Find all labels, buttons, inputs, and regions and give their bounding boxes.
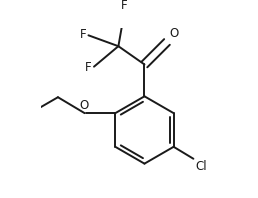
Text: Cl: Cl [195, 160, 207, 173]
Text: F: F [80, 28, 86, 41]
Text: F: F [120, 0, 127, 12]
Text: O: O [169, 27, 179, 40]
Text: F: F [85, 61, 92, 74]
Text: O: O [79, 99, 88, 112]
